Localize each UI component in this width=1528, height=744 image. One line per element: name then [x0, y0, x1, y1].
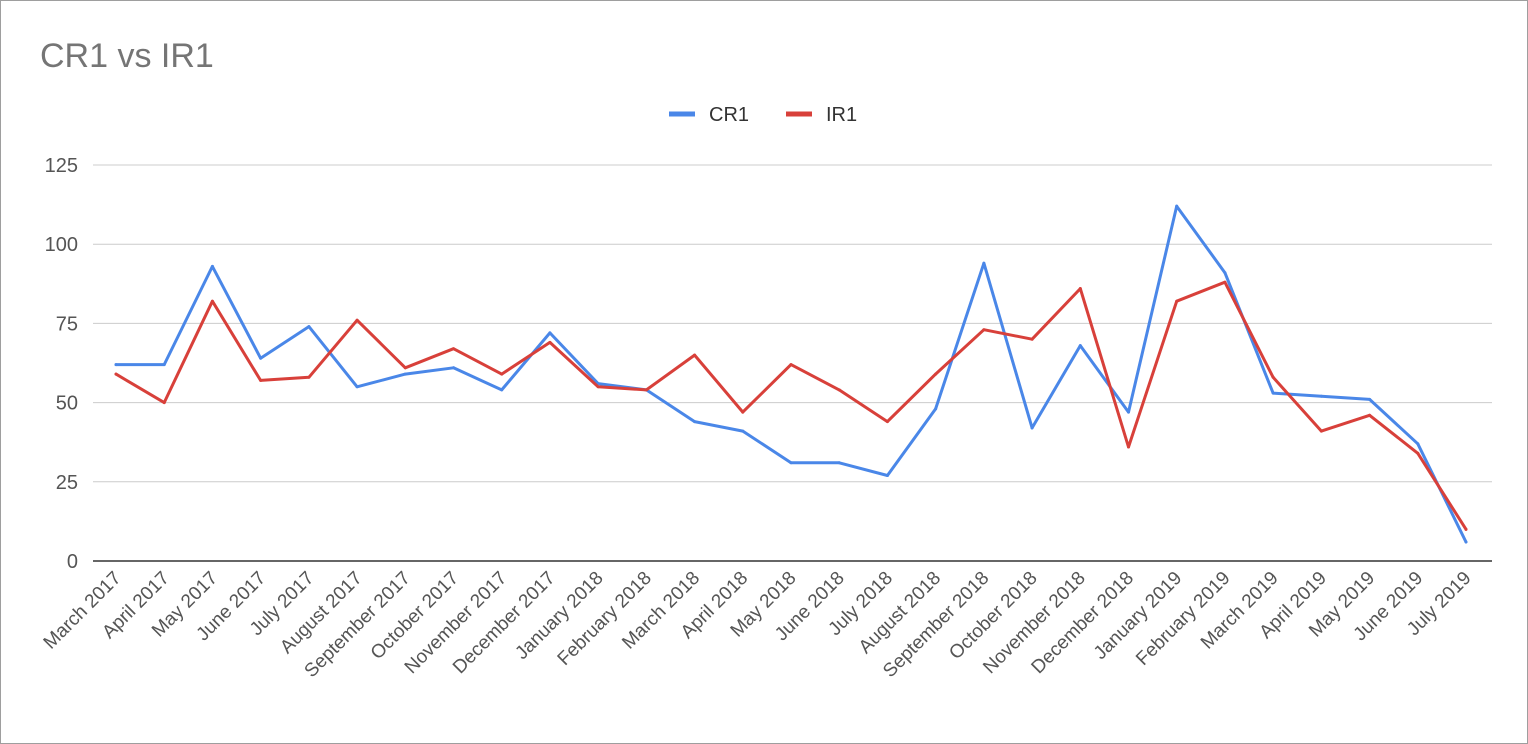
- data-point: [1464, 540, 1468, 544]
- data-point: [1175, 299, 1179, 303]
- data-point: [1078, 344, 1082, 348]
- data-point: [982, 328, 986, 332]
- data-point: [1127, 445, 1130, 449]
- data-point: [307, 325, 311, 329]
- data-point: [162, 401, 166, 405]
- data-point: [1416, 451, 1420, 455]
- data-point: [885, 473, 889, 477]
- series-lines: [114, 204, 1468, 544]
- data-point: [1030, 337, 1034, 341]
- data-point: [355, 385, 359, 389]
- data-point: [1223, 280, 1227, 284]
- data-point: [741, 410, 745, 414]
- chart-title: CR1 vs IR1: [40, 37, 214, 75]
- data-point: [1319, 429, 1323, 433]
- series-ir1: [114, 280, 1468, 531]
- data-point: [548, 340, 552, 344]
- data-point: [1223, 271, 1227, 275]
- data-point: [837, 388, 841, 392]
- data-point: [1416, 442, 1420, 446]
- data-point: [596, 385, 600, 389]
- data-point: [693, 420, 697, 424]
- data-point: [403, 372, 407, 376]
- legend-item-ir1[interactable]: IR1: [786, 104, 857, 126]
- data-point: [355, 318, 359, 322]
- data-point: [1368, 413, 1372, 417]
- data-point: [210, 264, 214, 268]
- data-point: [452, 366, 455, 370]
- data-point: [982, 261, 986, 265]
- data-point: [548, 331, 552, 335]
- data-point: [934, 407, 938, 411]
- data-point: [1030, 426, 1034, 430]
- data-point: [885, 420, 889, 424]
- data-point: [693, 353, 697, 357]
- data-point: [1127, 410, 1130, 414]
- data-point: [114, 372, 118, 376]
- data-point: [644, 388, 648, 392]
- y-tick-label: 0: [67, 551, 78, 573]
- data-point: [162, 363, 166, 367]
- y-tick-label: 75: [56, 313, 78, 335]
- legend-label: CR1: [709, 104, 749, 126]
- y-tick-label: 50: [56, 393, 78, 415]
- data-point: [789, 461, 793, 465]
- legend-item-cr1[interactable]: CR1: [669, 104, 749, 126]
- data-point: [500, 372, 504, 376]
- y-tick-label: 100: [45, 234, 78, 256]
- data-point: [741, 429, 745, 433]
- data-point: [114, 363, 118, 367]
- grid-lines: [93, 164, 1492, 562]
- data-point: [1175, 204, 1179, 208]
- y-tick-label: 125: [45, 155, 78, 177]
- data-point: [1271, 391, 1275, 395]
- y-tick-label: 25: [56, 472, 78, 494]
- data-point: [210, 299, 214, 303]
- series-line: [114, 280, 1468, 531]
- data-point: [307, 375, 311, 379]
- data-point: [1464, 527, 1468, 531]
- data-point: [1078, 287, 1082, 291]
- data-point: [259, 356, 263, 360]
- series-cr1: [114, 204, 1468, 544]
- legend[interactable]: CR1 IR1: [669, 104, 857, 126]
- data-point: [1319, 394, 1323, 398]
- data-point: [452, 347, 455, 351]
- data-point: [500, 388, 504, 392]
- data-point: [403, 366, 407, 370]
- data-point: [1271, 375, 1275, 379]
- data-point: [1368, 397, 1372, 401]
- series-line: [114, 204, 1468, 544]
- legend-label: IR1: [826, 104, 857, 126]
- data-point: [934, 372, 938, 376]
- data-point: [789, 363, 793, 367]
- data-point: [837, 461, 841, 465]
- y-axis-ticks: 0 25 50 75 100 125: [45, 155, 78, 573]
- data-point: [259, 378, 263, 382]
